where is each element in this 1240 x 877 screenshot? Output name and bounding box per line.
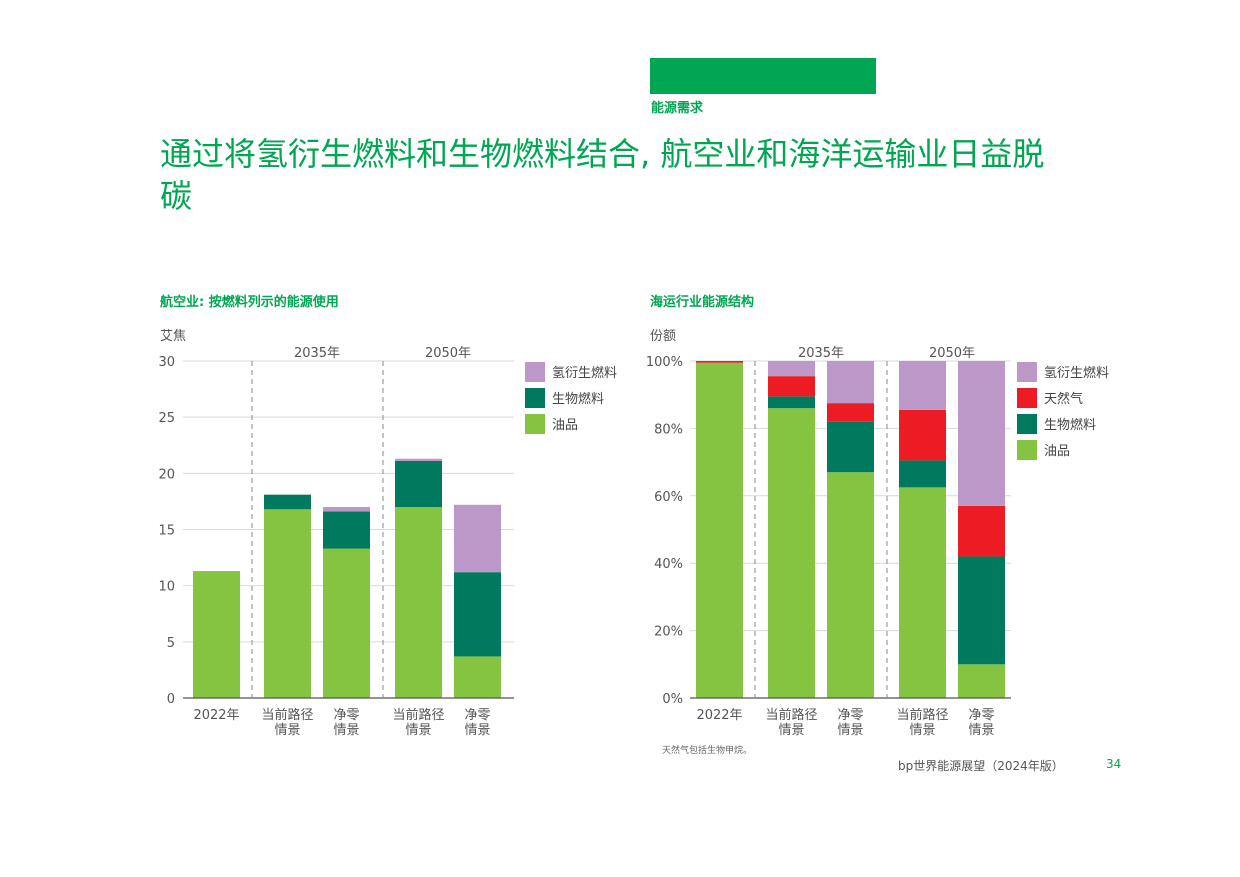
aviation-category-label: 情景 (405, 723, 431, 738)
shipping-legend-label: 油品 (1044, 444, 1070, 459)
shipping-category-label: 情景 (968, 723, 994, 738)
aviation-category-label: 2022年 (193, 708, 239, 723)
aviation-legend-label: 氢衍生燃料 (552, 365, 617, 381)
shipping-legend-swatch (1017, 388, 1037, 408)
aviation-bar-segment (264, 509, 311, 698)
aviation-y-tick-label: 30 (158, 355, 175, 370)
shipping-bar-segment (696, 361, 743, 363)
shipping-category-label: 当前路径 (765, 707, 817, 723)
shipping-bar-segment (827, 403, 874, 422)
shipping-bar-segment (768, 408, 815, 698)
aviation-bar-segment (454, 656, 501, 698)
shipping-category-label: 情景 (837, 723, 863, 738)
aviation-bar-segment (323, 548, 370, 698)
footnote: 天然气包括生物甲烷。 (662, 746, 753, 756)
shipping-legend-label: 天然气 (1044, 391, 1083, 407)
shipping-bar-segment (899, 487, 946, 698)
shipping-category-label: 净零 (837, 708, 863, 723)
shipping-y-tick-label: 20% (654, 625, 683, 640)
shipping-legend-swatch (1017, 362, 1037, 382)
shipping-bar-segment (899, 361, 946, 410)
section-label: 能源需求 (651, 101, 704, 116)
shipping-bar-segment (768, 376, 815, 397)
aviation-legend-swatch (525, 414, 545, 434)
shipping-chart-title: 海运行业能源结构 (650, 295, 755, 310)
aviation-category-label: 当前路径 (261, 707, 313, 723)
aviation-bar-segment (264, 494, 311, 510)
aviation-legend-swatch (525, 362, 545, 382)
shipping-bar-segment (696, 362, 743, 698)
publication-footer: bp世界能源展望（2024年版） (898, 759, 1064, 773)
page-title: 通过将氢衍生燃料和生物燃料结合, 航空业和海洋运输业日益脱碳 (160, 135, 1045, 215)
aviation-y-tick-label: 10 (158, 580, 175, 595)
aviation-category-label: 情景 (274, 723, 300, 738)
aviation-y-tick-label: 5 (167, 636, 175, 651)
shipping-bar-segment (899, 460, 946, 488)
shipping-y-tick-label: 0% (662, 692, 683, 707)
aviation-chart-title: 航空业: 按燃料列示的能源使用 (160, 295, 339, 310)
shipping-category-label: 情景 (778, 723, 804, 738)
aviation-bar-segment (454, 504, 501, 573)
aviation-bar-segment (323, 511, 370, 549)
shipping-bar-segment (827, 421, 874, 473)
aviation-y-tick-label: 25 (158, 411, 175, 426)
shipping-category-label: 净零 (968, 708, 994, 723)
shipping-category-label: 情景 (909, 723, 935, 738)
shipping-category-label: 当前路径 (896, 707, 948, 723)
shipping-y-tick-label: 80% (654, 422, 683, 437)
shipping-legend-label: 氢衍生燃料 (1044, 365, 1109, 381)
shipping-category-label: 2022年 (696, 708, 742, 723)
aviation-y-tick-label: 20 (158, 467, 175, 482)
aviation-group-label: 2050年 (425, 346, 471, 361)
shipping-y-tick-label: 100% (646, 355, 683, 370)
shipping-y-unit: 份额 (650, 329, 677, 344)
aviation-legend-label: 生物燃料 (552, 391, 604, 407)
aviation-bar-segment (193, 571, 240, 698)
shipping-bar-segment (958, 361, 1005, 506)
shipping-bar-segment (958, 664, 1005, 698)
shipping-legend-label: 生物燃料 (1044, 417, 1096, 433)
aviation-group-label: 2035年 (294, 346, 340, 361)
aviation-category-label: 情景 (464, 723, 490, 738)
aviation-legend-label: 油品 (552, 418, 578, 433)
page-number: 34 (1106, 757, 1122, 771)
shipping-bar-segment (958, 556, 1005, 665)
aviation-legend-swatch (525, 388, 545, 408)
shipping-y-tick-label: 60% (654, 490, 683, 505)
aviation-category-label: 净零 (464, 708, 490, 723)
shipping-legend-swatch (1017, 414, 1037, 434)
shipping-legend-swatch (1017, 440, 1037, 460)
shipping-bar-segment (827, 361, 874, 404)
shipping-bar-segment (768, 396, 815, 409)
shipping-bar-segment (768, 361, 815, 377)
shipping-group-label: 2035年 (798, 346, 844, 361)
aviation-bar-segment (395, 458, 442, 461)
aviation-bar-segment (323, 507, 370, 512)
shipping-bar-segment (899, 409, 946, 461)
shipping-y-tick-label: 40% (654, 557, 683, 572)
shipping-bar-segment (958, 505, 1005, 557)
shipping-bar-segment (827, 472, 874, 698)
aviation-bar-segment (395, 460, 442, 508)
aviation-y-tick-label: 0 (167, 692, 175, 707)
shipping-group-label: 2050年 (929, 346, 975, 361)
aviation-y-tick-label: 15 (158, 524, 175, 539)
aviation-category-label: 当前路径 (392, 707, 444, 723)
section-color-bar (650, 58, 876, 94)
aviation-category-label: 情景 (333, 723, 359, 738)
aviation-category-label: 净零 (333, 708, 359, 723)
aviation-y-unit: 艾焦 (160, 329, 187, 344)
aviation-bar-segment (395, 507, 442, 698)
aviation-bar-segment (454, 572, 501, 657)
